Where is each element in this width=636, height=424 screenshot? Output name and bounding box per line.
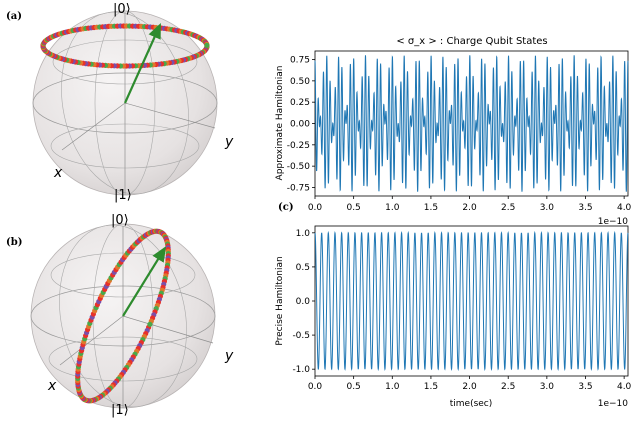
x-tick-label: 4.0 [617, 382, 632, 392]
ket-one-label: |1⟩ [114, 188, 132, 203]
y-tick-label: -0.75 [287, 183, 310, 193]
bloch-sphere-a: (a) |0⟩ |1⟩ x y [6, 2, 234, 203]
y-tick-label: -0.5 [292, 331, 310, 341]
ket-zero-label: |0⟩ [113, 2, 131, 17]
y-axis-label: y [224, 134, 234, 150]
chart-precise: Precise Hamiltonian time(sec) 1e−10 0.0 0… [275, 225, 632, 409]
tick-layer: 0.0 0.5 1.0 1.5 2.0 2.5 3.0 3.5 4.0 0.75 0.50 0.25 0… [287, 56, 632, 213]
y-axis-title: Precise Hamiltonian [275, 256, 285, 345]
x-tick-label: 1.5 [424, 382, 438, 392]
x-tick-label: 0.0 [308, 203, 323, 213]
x-tick-label: 1.0 [385, 382, 400, 392]
x-tick-label: 3.0 [540, 382, 555, 392]
y-axis-line [124, 102, 216, 129]
x-tick-label: 2.5 [501, 382, 515, 392]
tick-layer: 0.0 0.5 1.0 1.5 2.0 2.5 3.0 3.5 4.0 1.0 0.5 0.0 -0.5… [292, 229, 631, 392]
offset-label: 1e−10 [598, 399, 629, 409]
y-tick-label: 0.5 [296, 263, 310, 273]
y-tick-label: 0.00 [290, 120, 310, 130]
chart-title: < σ_x > : Charge Qubit States [396, 36, 547, 47]
x-tick-label: 3.0 [540, 203, 555, 213]
x-tick-label: 4.0 [617, 203, 632, 213]
y-tick-label: -0.50 [287, 162, 311, 172]
y-tick-label: -1.0 [292, 365, 310, 375]
y-tick-label: 1.0 [296, 229, 311, 239]
x-axis-title: time(sec) [450, 399, 493, 409]
meridian-2 [61, 11, 189, 195]
y-axis-label: y [224, 348, 234, 364]
x-axis-label: x [53, 165, 63, 181]
state-ring-a [40, 23, 210, 69]
ring-dot [147, 321, 153, 327]
offset-label: 1e−10 [598, 217, 629, 227]
ket-zero-label: |0⟩ [111, 213, 129, 228]
x-tick-label: 0.0 [308, 382, 323, 392]
x-tick-label: 3.5 [578, 203, 592, 213]
x-axis-line [59, 315, 124, 366]
y-tick-label: 0.75 [290, 56, 310, 66]
ring-dot [204, 42, 210, 48]
y-tick-label: -0.25 [287, 141, 310, 151]
state-vector-arrow [123, 22, 162, 104]
x-tick-label: 2.0 [462, 203, 477, 213]
x-tick-label: 1.0 [385, 203, 400, 213]
x-tick-label: 1.5 [424, 203, 438, 213]
state-ring-b [75, 228, 171, 404]
x-tick-label: 2.0 [462, 382, 477, 392]
y-tick-label: 0.50 [290, 77, 310, 87]
y-axis-line [122, 315, 214, 344]
x-tick-label: 2.5 [501, 203, 515, 213]
series-line [314, 230, 629, 372]
panel-label-a: (a) [6, 11, 22, 22]
x-tick-label: 0.5 [346, 203, 360, 213]
y-tick-label: 0.25 [290, 98, 310, 108]
series-line [314, 55, 629, 192]
chart-approximate: < σ_x > : Charge Qubit States Approximat… [275, 36, 632, 227]
x-tick-label: 0.5 [346, 382, 360, 392]
state-vector-arrow [122, 246, 167, 317]
ket-one-label: |1⟩ [111, 403, 129, 418]
x-axis-line [61, 102, 126, 151]
y-tick-label: 0.0 [296, 297, 311, 307]
meridian-2 [59, 224, 187, 408]
panel-label-c: (c) [278, 202, 294, 213]
x-axis-label: x [47, 378, 57, 394]
x-tick-label: 3.5 [578, 382, 592, 392]
bloch-sphere-b: (b) |0⟩ |1⟩ x y [6, 213, 234, 418]
panel-label-b: (b) [6, 237, 22, 248]
y-axis-title: Approximate Hamiltonian [275, 66, 285, 181]
